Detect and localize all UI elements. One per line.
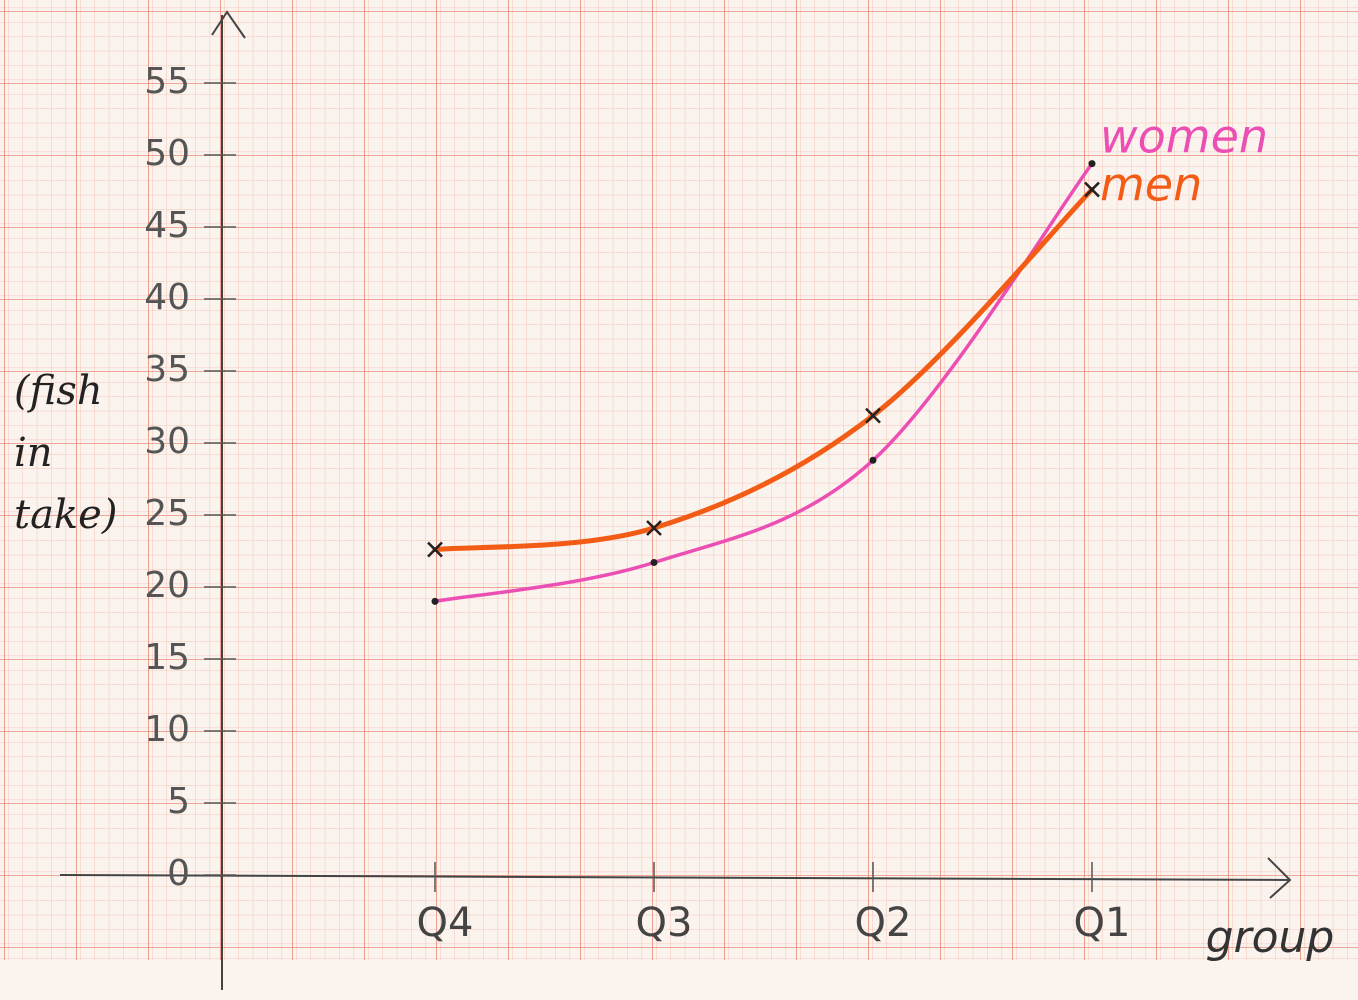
y-tick-label: 45 [144,205,190,246]
y-axis-label: (fish in take) [14,360,110,546]
x-tick-label: Q4 [417,900,474,946]
chart: group 0 5 10 15 20 25 30 35 40 45 50 55 Q4 Q3 Q2 Q1 wome… [0,0,1358,1000]
y-tick-label: 15 [144,637,190,678]
y-tick-label: 5 [167,781,190,822]
y-tick-label: 55 [144,61,190,102]
x-tick-label: Q1 [1074,900,1131,946]
y-tick-label: 35 [144,349,190,390]
y-tick-label: 30 [144,421,190,462]
point-marker [1089,160,1096,167]
y-tick-label: 40 [144,277,190,318]
x-tick-label: Q3 [636,900,693,946]
point-marker [870,457,877,464]
x-axis-label: group [1206,912,1335,963]
legend-label: men [1100,158,1202,212]
x-tick-label: Q2 [855,900,912,946]
y-tick-label: 0 [167,853,190,894]
page: group 0 5 10 15 20 25 30 35 40 45 50 55 Q4 Q3 Q2 Q1 wome… [0,0,1358,1000]
y-tick-label: 20 [144,565,190,606]
legend-label: women [1100,110,1268,164]
y-tick-label: 25 [144,493,190,534]
y-tick-label: 50 [144,133,190,174]
point-marker [651,559,658,566]
point-marker [432,598,439,605]
y-tick-label: 10 [144,709,190,750]
